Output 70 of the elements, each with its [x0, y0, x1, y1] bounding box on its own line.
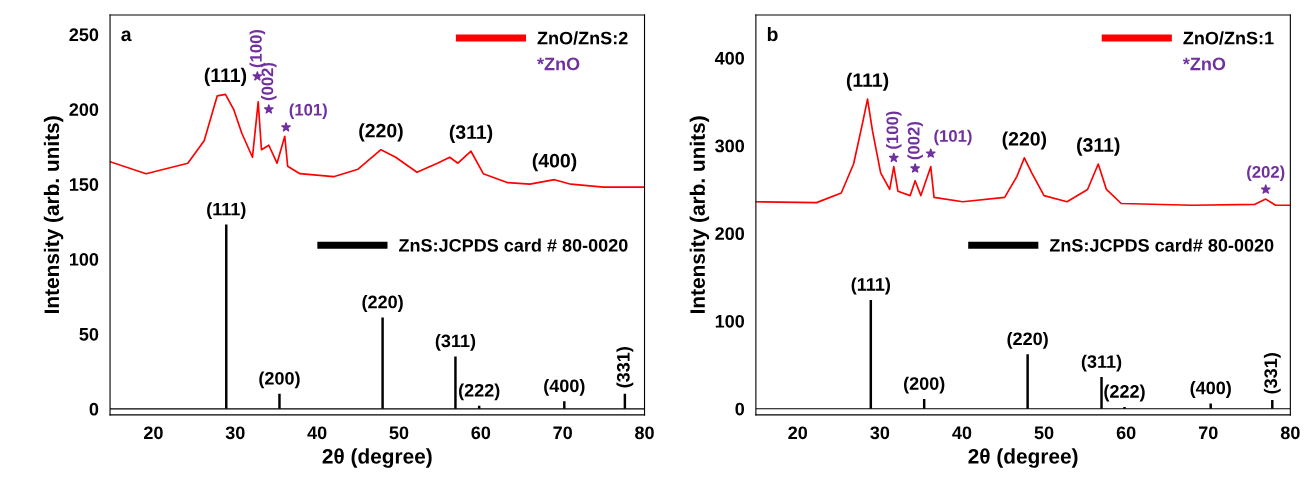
x-tick-label: 40 — [307, 426, 327, 440]
y-tick-label: 200 — [715, 227, 745, 241]
point — [263, 104, 274, 114]
annotation: (400) — [1190, 381, 1231, 398]
x-tick-label: 20 — [144, 426, 163, 440]
annotation: (111) — [846, 72, 889, 91]
annotation: (222) — [1104, 384, 1145, 402]
annotation: (220) — [359, 123, 403, 142]
x-tick-label: 80 — [1280, 426, 1300, 440]
annotation: a — [121, 30, 132, 42]
annotation: (220) — [362, 295, 403, 312]
annotation: (311) — [1077, 137, 1120, 156]
y-axis-title: Intensity (arb. units) — [43, 116, 64, 314]
y-tick-label: 0 — [89, 402, 99, 416]
line-series — [755, 98, 1291, 207]
annotation: (331) — [1263, 353, 1281, 394]
annotation: (101) — [934, 129, 972, 146]
x-tick-label: 50 — [1034, 426, 1054, 440]
x-tick-label: 70 — [553, 426, 572, 440]
annotation: (222) — [459, 383, 500, 401]
annotation: (200) — [904, 376, 945, 394]
legend-label: ZnO/ZnS:1 — [1183, 31, 1274, 45]
x-axis-title: 2θ (degree) — [968, 448, 1078, 468]
text: *ZnO — [1182, 57, 1226, 71]
annotation: (311) — [1081, 354, 1122, 372]
y-tick-label: 0 — [735, 402, 745, 416]
legend-label: ZnS:JCPDS card # 80-0020 — [399, 238, 628, 252]
annotation: (311) — [435, 334, 476, 351]
text: *ZnO — [537, 57, 580, 71]
annotation: (002) — [907, 122, 923, 160]
legend-label: ZnO/ZnS:2 — [537, 31, 628, 45]
annotation: (200) — [259, 371, 300, 389]
point — [910, 163, 921, 173]
y-tick-label: 100 — [715, 314, 745, 328]
x-tick-label: 80 — [635, 426, 654, 440]
annotation: (400) — [532, 153, 577, 172]
x-tick-label: 40 — [952, 426, 972, 440]
annotation: (400) — [544, 378, 585, 396]
y-tick-label: 200 — [69, 103, 99, 117]
x-tick-label: 30 — [870, 426, 890, 440]
point — [1260, 184, 1271, 194]
annotation: (111) — [207, 202, 246, 220]
annotation: (111) — [204, 67, 247, 86]
x-axis-title: 2θ (degree) — [322, 448, 432, 468]
x-tick-label: 60 — [471, 426, 491, 440]
x-tick-label: 70 — [1198, 426, 1218, 440]
x-tick-label: 60 — [1116, 426, 1136, 440]
annotation: (101) — [289, 103, 327, 119]
annotation: (111) — [851, 277, 890, 295]
x-tick-label: 50 — [389, 426, 409, 440]
y-tick-label: 400 — [714, 51, 745, 65]
annotation: (220) — [1002, 131, 1047, 150]
annotation: (100) — [886, 111, 902, 149]
y-tick-label: 300 — [715, 139, 745, 153]
point — [888, 152, 899, 163]
x-tick-label: 20 — [788, 426, 808, 440]
annotation: (220) — [1007, 331, 1048, 349]
annotation: (311) — [449, 124, 493, 143]
y-axis-title: Intensity (arb. units) — [689, 116, 710, 314]
legend-label: ZnS:JCPDS card# 80-0020 — [1049, 238, 1274, 252]
point — [281, 122, 291, 132]
x-tick-label: 30 — [225, 426, 245, 440]
y-tick-label: 150 — [69, 178, 99, 191]
y-tick-label: 250 — [69, 28, 99, 42]
annotation: (202) — [1247, 165, 1285, 182]
y-tick-label: 100 — [69, 253, 99, 266]
annotation: (331) — [616, 347, 634, 388]
annotation: b — [767, 26, 778, 42]
point — [925, 148, 936, 158]
y-tick-label: 50 — [79, 327, 99, 341]
